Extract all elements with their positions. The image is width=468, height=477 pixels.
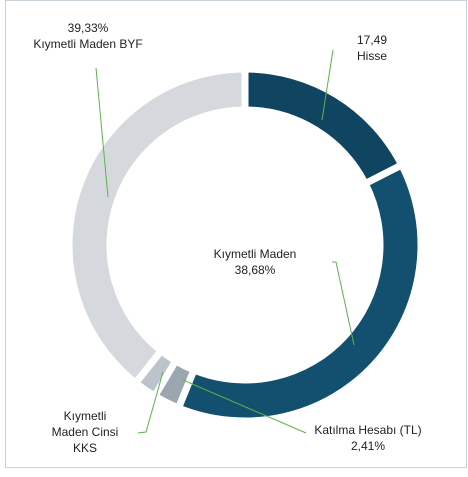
value-label: 17,49 <box>356 33 388 47</box>
category-label: Kıymetli Maden BYF <box>33 37 143 51</box>
slice-label: Kıymetli Maden 38,68% <box>214 246 297 278</box>
leader-line <box>95 67 109 198</box>
slice-label: 39,33% Kıymetli Maden BYF <box>33 20 142 52</box>
slice-label: 17,49 Hisse <box>357 32 387 64</box>
category-label: Katılma Hesabı (TL) <box>314 423 422 437</box>
leader-line <box>321 49 334 121</box>
slice-label: Katılma Hesabı (TL) 2,41% <box>314 422 421 454</box>
category-label: Kıymetli Maden <box>213 247 297 261</box>
category-label: Hisse <box>356 49 387 63</box>
value-label: 39,33% <box>67 21 109 35</box>
value-label: 38,68% <box>234 263 276 277</box>
donut-segment <box>65 65 249 388</box>
slice-label: Kıymetli Maden Cinsi KKS <box>45 408 125 456</box>
category-label: Kıymetli Maden Cinsi KKS <box>51 409 119 455</box>
leader-line <box>137 371 164 434</box>
donut-segment <box>241 65 407 189</box>
value-label: 2,41% <box>350 439 386 453</box>
leader-line <box>332 261 355 346</box>
frame <box>5 0 467 468</box>
donut-segment <box>173 160 425 425</box>
leader-line <box>182 379 307 434</box>
